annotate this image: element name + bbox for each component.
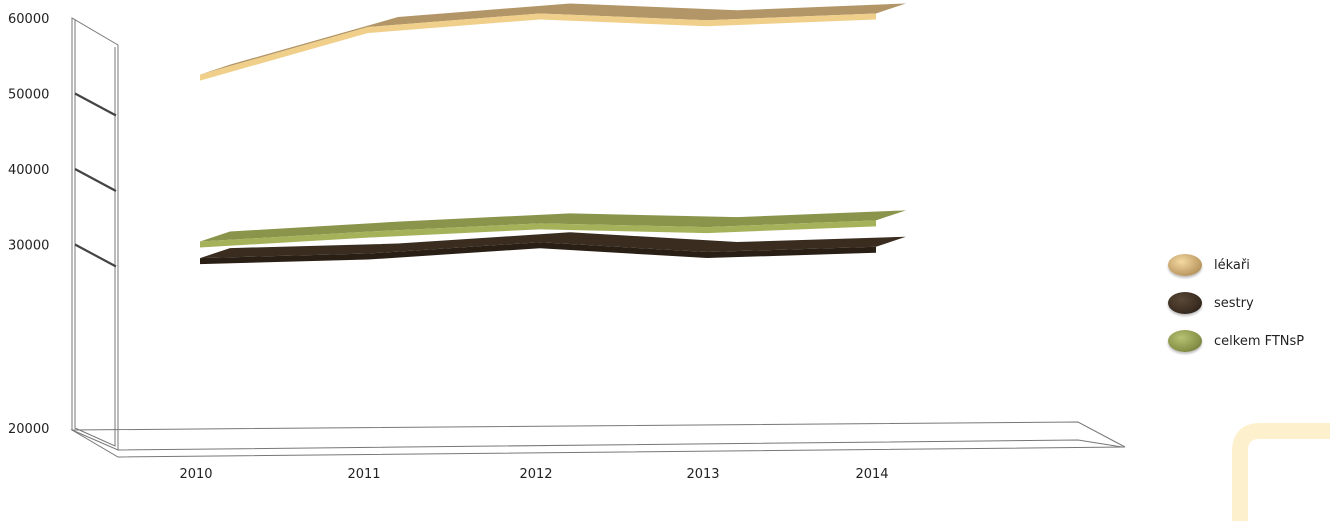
series-ribbon-0 xyxy=(200,3,906,80)
legend-label-sestry: sestry xyxy=(1214,296,1254,311)
legend-item-celkem: celkem FTNsP xyxy=(1168,322,1318,360)
legend-label-celkem: celkem FTNsP xyxy=(1214,334,1304,349)
legend-swatch-celkem xyxy=(1168,330,1202,352)
ribbon-front-edge xyxy=(200,13,876,80)
x-tick-label: 2014 xyxy=(855,467,888,481)
y-tick-label: 60000 xyxy=(8,12,49,27)
y-tick-label: 50000 xyxy=(8,88,49,103)
watermark-logo xyxy=(1220,411,1330,531)
frame-left-wall xyxy=(72,18,118,450)
y-tick-label: 20000 xyxy=(8,422,49,437)
y-tick-label: 40000 xyxy=(8,163,49,178)
frame-floor xyxy=(72,422,1125,457)
legend-swatch-sestry xyxy=(1168,292,1202,314)
y-grid-slash xyxy=(75,169,116,191)
x-tick-label: 2010 xyxy=(179,467,212,481)
x-tick-label: 2013 xyxy=(686,467,719,481)
legend: lékaři sestry celkem FTNsP xyxy=(1168,246,1318,360)
x-tick-label: 2011 xyxy=(347,467,380,481)
frame-left-wall-inner xyxy=(75,20,115,446)
legend-item-sestry: sestry xyxy=(1168,284,1318,322)
series-ribbons xyxy=(200,3,906,264)
legend-item-lekari: lékaři xyxy=(1168,246,1318,284)
y-tick-label: 30000 xyxy=(8,239,49,254)
x-tick-label: 2012 xyxy=(519,467,552,481)
x-axis-ticks: 2010 2011 2012 2013 2014 xyxy=(179,467,888,481)
y-axis-ticks: 20000 30000 40000 50000 60000 xyxy=(8,12,116,437)
legend-label-lekari: lékaři xyxy=(1214,258,1250,273)
y-grid-slash xyxy=(75,245,116,267)
legend-swatch-lekari xyxy=(1168,254,1202,276)
y-grid-slash xyxy=(75,94,116,116)
